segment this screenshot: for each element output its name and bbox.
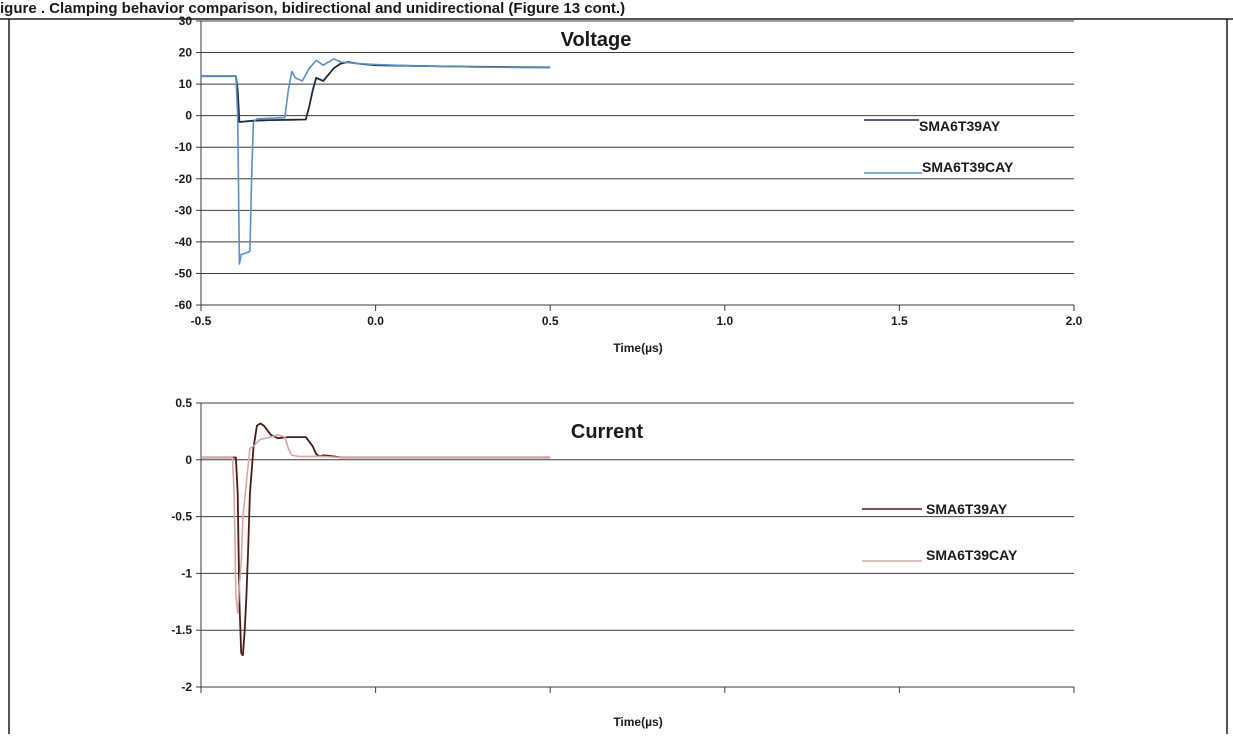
y-tick-label: -30 [175, 203, 193, 217]
current-series [201, 422, 551, 657]
current-chart: 0.5 0 -0.5 -1 -1.5 -2 Current Time(µs) SMA6T3… [171, 396, 1075, 729]
y-tick-label: 30 [179, 14, 193, 28]
y-tick-label: -1 [181, 566, 192, 580]
x-tick-label: 1.0 [716, 314, 733, 328]
current-legend: SMA6T39AY SMA6T39CAY [862, 501, 1018, 563]
voltage-x-axis-title: Time(µs) [613, 341, 662, 355]
y-tick-label: 0 [185, 109, 192, 123]
legend-label-sma6t39cay: SMA6T39CAY [926, 547, 1018, 563]
y-tick-label: -1.5 [171, 623, 192, 637]
current-x-axis-title: Time(µs) [613, 715, 662, 729]
y-tick-label: 10 [179, 77, 193, 91]
y-tick-label: -40 [175, 235, 193, 249]
voltage-grid [201, 20, 1074, 306]
y-tick-label: 20 [179, 46, 193, 60]
y-tick-label: -50 [175, 266, 193, 280]
voltage-chart: 30 20 10 0 -10 -20 -30 -40 -50 -60 -0.5 0.0 0.5 1.0 1.… [175, 14, 1083, 355]
x-tick-label: 0.0 [367, 314, 384, 328]
legend-label-sma6t39ay: SMA6T39AY [919, 118, 1001, 134]
x-tick-label: 2.0 [1066, 314, 1083, 328]
y-tick-label: -20 [175, 172, 193, 186]
y-tick-label: -60 [175, 298, 193, 312]
x-tick-label: 0.5 [542, 314, 559, 328]
current-chart-title: Current [571, 421, 644, 443]
y-tick-label: 0 [185, 453, 192, 467]
x-tick-label: 1.5 [891, 314, 908, 328]
legend-label-sma6t39cay: SMA6T39CAY [922, 159, 1014, 175]
y-tick-label: -0.5 [171, 510, 192, 524]
voltage-chart-title: Voltage [561, 29, 632, 51]
y-tick-label: 0.5 [175, 396, 192, 410]
current-axes: 0.5 0 -0.5 -1 -1.5 -2 [171, 396, 1075, 694]
series-line-sma6t39ay [201, 61, 551, 123]
series-line-sma6t39cay [201, 58, 551, 265]
x-tick-label: -0.5 [191, 314, 212, 328]
figure-caption: igure . Clamping behavior comparison, bi… [0, 0, 625, 17]
voltage-axes: 30 20 10 0 -10 -20 -30 -40 -50 -60 -0.5 0.0 0.5 1.0 1.… [175, 14, 1083, 328]
current-grid [201, 402, 1074, 688]
voltage-legend: SMA6T39AY SMA6T39CAY [864, 118, 1014, 175]
y-tick-label: -2 [181, 680, 192, 694]
legend-label-sma6t39ay: SMA6T39AY [926, 501, 1008, 517]
series-line-sma6t39cay [201, 433, 551, 615]
y-tick-label: -10 [175, 140, 193, 154]
voltage-series [201, 58, 551, 265]
